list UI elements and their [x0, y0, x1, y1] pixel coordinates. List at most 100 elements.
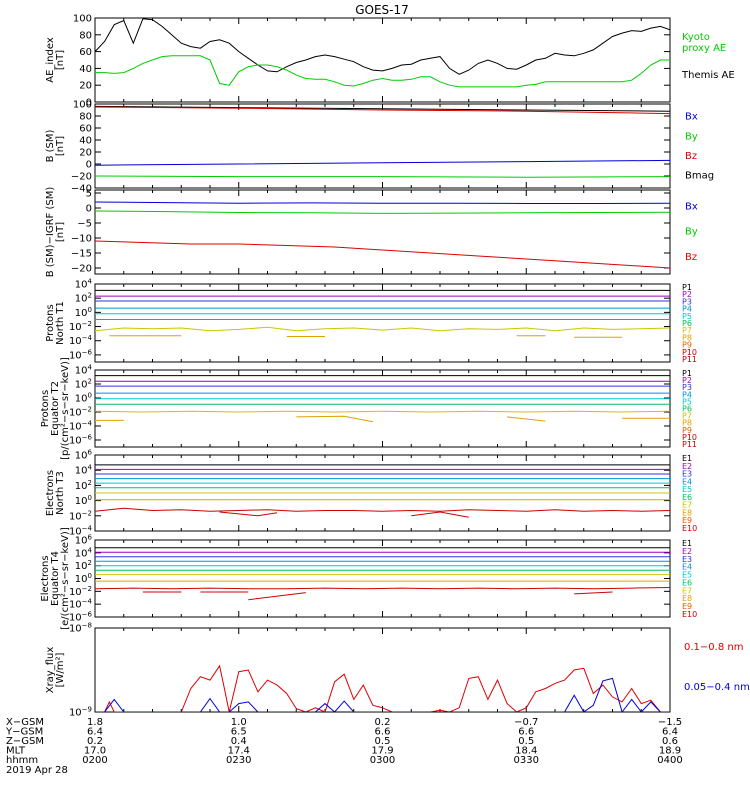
y-tick-label: 10−4 [69, 420, 93, 433]
footer-value: 18.4 [515, 746, 537, 757]
footer-value: 0.6 [662, 736, 678, 747]
date-label: 2019 Apr 28 [6, 765, 68, 776]
footer-value: 0330 [514, 755, 539, 766]
series-line-kyoto-proxy-ae [95, 55, 670, 88]
legend-entry: P10 [682, 348, 697, 357]
legend-entry: E9 [682, 516, 692, 525]
y-tick-label: 60 [79, 47, 92, 58]
legend-entry: E7 [682, 586, 692, 595]
legend-entry: P4 [682, 305, 692, 314]
series-line-p8-9 [507, 416, 546, 422]
legend-entry: Kyoto [682, 32, 710, 43]
y-tick-label: 10−4 [69, 334, 93, 347]
y-axis-label: [nT] [55, 222, 66, 242]
y-tick-label: 10−4 [69, 598, 93, 611]
series-line-p8-8 [296, 415, 373, 423]
y-axis-label: [p/(cm²−s−sr−keV)] [60, 357, 71, 460]
legend-entry: E10 [682, 610, 697, 619]
y-tick-label: 10−6 [69, 348, 93, 361]
footer-row-label: Z−GSM [6, 736, 44, 747]
panel-frame [94, 103, 671, 189]
footer-value: −1.5 [658, 717, 682, 728]
legend-entry: P2 [682, 376, 692, 385]
legend-entry: E9 [682, 602, 692, 611]
legend-entry: P5 [682, 397, 692, 406]
legend-entry: Themis AE [681, 70, 735, 81]
series-line-bx [95, 159, 670, 166]
y-tick-label: 104 [75, 278, 93, 291]
legend-entry: E8 [682, 594, 692, 603]
series-line-p10-12 [574, 591, 613, 595]
legend-entry: P3 [682, 383, 692, 392]
legend-entry: Bx [685, 112, 698, 123]
legend-entry: E4 [682, 477, 692, 486]
legend-entry: E2 [682, 547, 692, 556]
series-line-themis-ae [95, 18, 670, 75]
legend-entry: E10 [682, 524, 697, 533]
legend-entry: P11 [682, 355, 697, 364]
y-tick-label: 60 [79, 124, 92, 135]
y-tick-label: 10−6 [69, 434, 93, 447]
panel-frame [94, 539, 671, 618]
y-axis-label: B (SM)−IGRF (SM) [45, 187, 56, 278]
y-tick-label: 0 [86, 160, 92, 171]
y-tick-label: 106 [75, 534, 93, 547]
legend-entry: P1 [682, 283, 692, 292]
footer-value: 1.8 [87, 717, 103, 728]
y-axis-label: B (SM) [45, 129, 56, 162]
y-axis-label: [nT] [55, 136, 66, 156]
legend-entry: Bmag [685, 170, 714, 181]
y-tick-label: 0 [86, 98, 92, 109]
y-tick-label: 102 [75, 378, 92, 391]
y-axis-label: Protons [40, 390, 51, 427]
y-tick-label: 20 [79, 81, 92, 92]
footer-value: 17.4 [228, 746, 250, 757]
legend-entry: E2 [682, 462, 692, 471]
y-tick-label: 102 [75, 479, 92, 492]
footer-row-label: hhmm [6, 755, 38, 766]
y-tick-label: 10−2 [69, 509, 92, 522]
y-tick-label: −40 [71, 184, 92, 195]
legend-entry: E1 [682, 454, 692, 463]
y-axis-label: Electrons [45, 470, 56, 516]
series-line-by [95, 175, 670, 178]
footer-row-label: Y−GSM [5, 727, 43, 738]
y-tick-label: 104 [75, 546, 93, 559]
y-axis-label: Xray_flux [45, 647, 56, 694]
legend-entry: Bx [685, 201, 698, 212]
legend-entry: P11 [682, 440, 697, 449]
legend-entry: 0.05−0.4 nm [684, 682, 750, 693]
y-tick-label: 100 [73, 100, 92, 111]
legend-entry: P8 [682, 333, 692, 342]
y-tick-label: −5 [77, 219, 92, 230]
y-tick-label: −20 [71, 264, 92, 275]
legend-entry: P5 [682, 312, 692, 321]
legend-entry: E3 [682, 470, 692, 479]
y-tick-label: 106 [75, 449, 93, 462]
series-line-bx [95, 201, 670, 204]
legend-entry: proxy AE [682, 43, 726, 54]
y-tick-label: −20 [71, 172, 92, 183]
y-axis-label: Equator T4 [50, 551, 61, 606]
legend-entry: E5 [682, 485, 692, 494]
orbit-footer: X−GSM 1.8 1.0 0.2 −0.7 −1.5 Y−GSM 6.4 6.5 6.6 6.6 6… [5, 717, 683, 766]
legend-entry: E4 [682, 563, 692, 572]
footer-value: 0400 [657, 755, 682, 766]
legend-entry: E8 [682, 508, 692, 517]
series-line-p7-6 [95, 410, 670, 413]
legend-entry: Bz [685, 151, 697, 162]
y-tick-label: 80 [79, 112, 92, 123]
series-line-bz [95, 240, 670, 269]
footer-value: 17.9 [371, 746, 393, 757]
footer-value: −0.7 [514, 717, 538, 728]
footer-row-label: X−GSM [6, 717, 44, 728]
y-tick-label: 100 [75, 572, 92, 585]
y-tick-label: 5 [86, 189, 92, 200]
footer-value: 0300 [370, 755, 395, 766]
y-tick-label: 100 [75, 306, 92, 319]
footer-value: 18.9 [659, 746, 681, 757]
y-axis-label: [e/(cm²−s−sr−keV)] [60, 527, 71, 630]
y-tick-label: 100 [73, 14, 92, 25]
y-tick-label: 10−2 [69, 320, 92, 333]
